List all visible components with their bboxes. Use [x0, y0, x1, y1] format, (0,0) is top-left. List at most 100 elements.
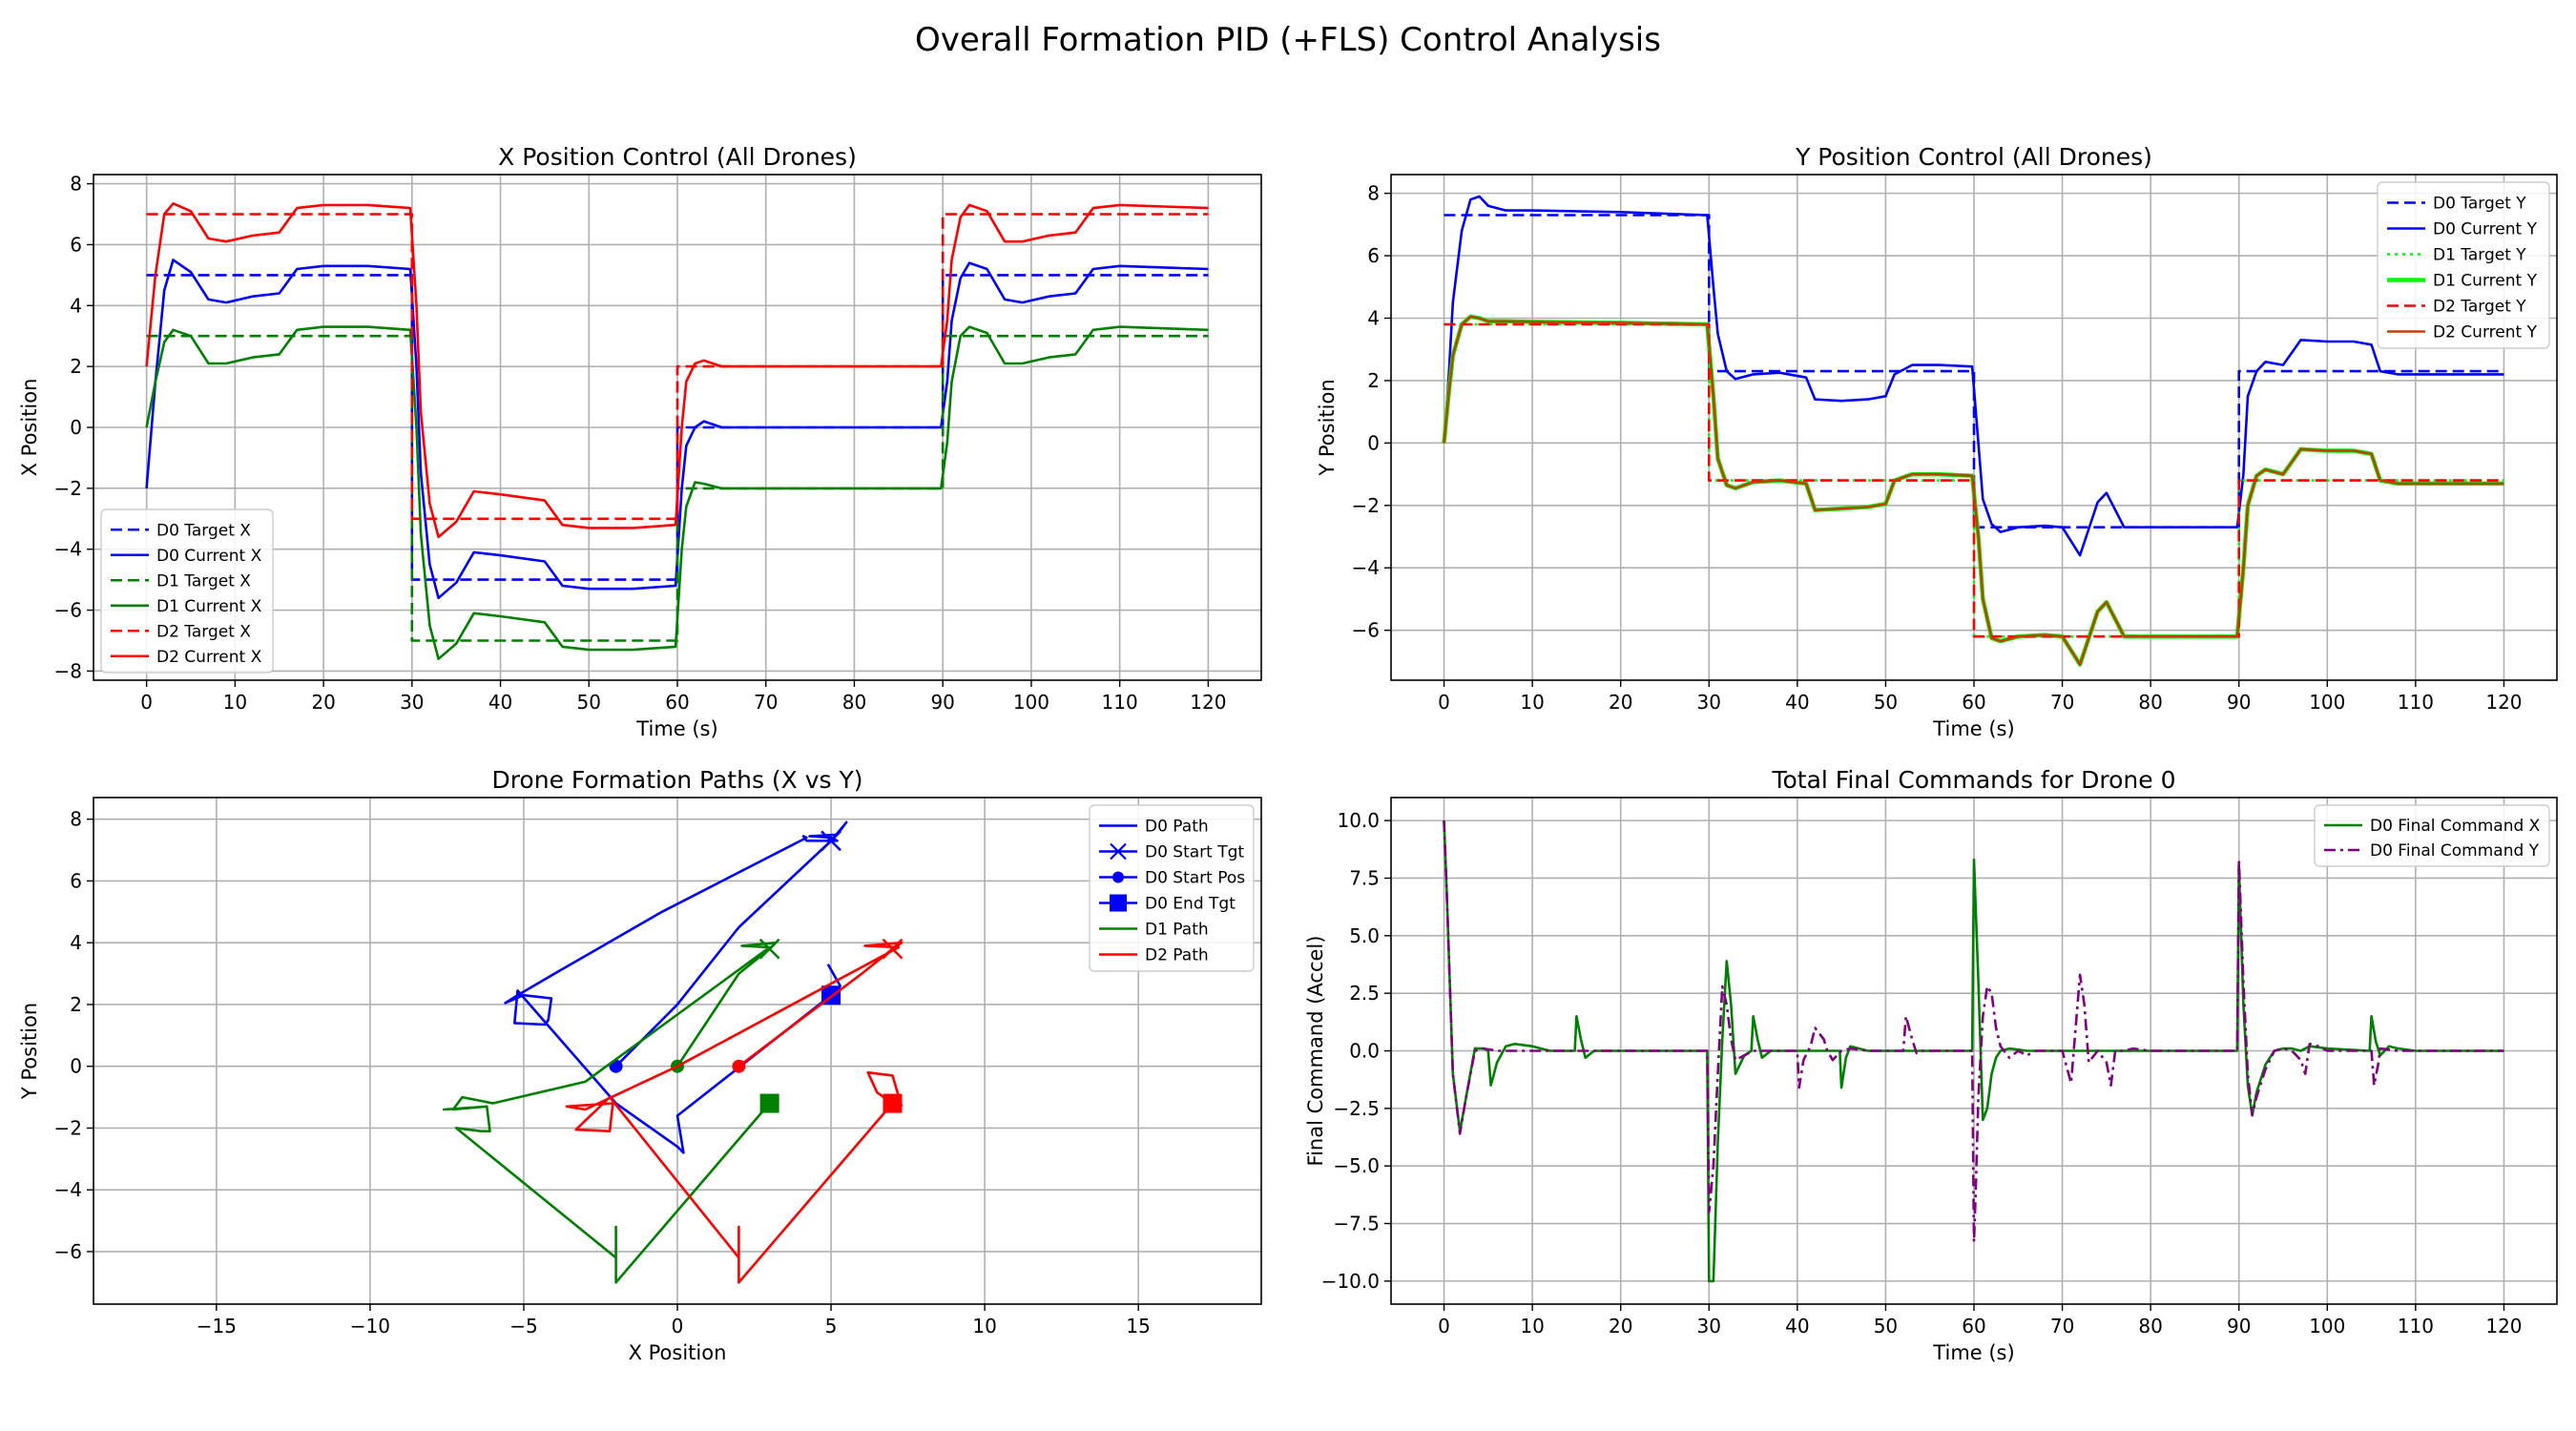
x-tick-label: 60: [1962, 1315, 1985, 1338]
x-tick-label: 30: [1697, 1315, 1721, 1338]
legend: D0 Final Command X D0 Final Command Y: [2314, 804, 2550, 867]
y-tick-label: 8: [1367, 182, 1380, 205]
legend-label: D2 Path: [1145, 946, 1209, 965]
legend-box: [2314, 804, 2550, 867]
chart-title: Total Final Commands for Drone 0: [1771, 766, 2175, 794]
legend-box: [100, 508, 274, 674]
legend-label: D1 Path: [1145, 921, 1209, 940]
x-tick-label: −15: [197, 1315, 237, 1338]
y-tick-label: 6: [70, 869, 82, 892]
chart-cmds: 0 10 20 30 40 50 60 70 80 90 100 110 120 −10.0 −7.5 −5.…: [1304, 766, 2558, 1364]
x-tick-label: 0: [140, 691, 153, 714]
x-tick-label: 120: [2485, 691, 2522, 714]
series-marker-square: [759, 1093, 779, 1113]
y-axis-label: Y Position: [1316, 379, 1339, 476]
y-tick-label: 0: [1367, 431, 1380, 454]
chart-title: Drone Formation Paths (X vs Y): [491, 766, 862, 794]
x-axis-label: Time (s): [635, 717, 717, 740]
x-tick-label: −5: [509, 1315, 537, 1338]
y-tick-label: −5.0: [1333, 1154, 1380, 1177]
legend-label: D1 Current Y: [2433, 272, 2538, 291]
chart-xpos: 0 10 20 30 40 50 60 70 80 90 100 110 120 −8 −6 −4 −2 0 2 4 6…: [18, 143, 1262, 740]
chart-paths: −15 −10 −5 0 5 10 15 −6 −4 −2 0 2 4 6 8 Drone Formation…: [18, 766, 1262, 1364]
x-tick-label: 70: [754, 691, 778, 714]
series-line: [1443, 195, 2504, 557]
y-tick-label: 6: [70, 233, 82, 256]
x-tick-label: 50: [577, 691, 601, 714]
y-tick-label: −8: [54, 659, 82, 682]
x-tick-label: 0: [1438, 691, 1450, 714]
legend-label: D2 Current Y: [2433, 323, 2538, 342]
legend-marker: [1110, 842, 1127, 861]
y-tick-label: 2: [70, 993, 82, 1016]
x-tick-label: 110: [2398, 691, 2434, 714]
x-tick-label: 90: [2227, 1315, 2251, 1338]
legend-marker: [1110, 894, 1127, 912]
x-tick-label: 10: [223, 691, 247, 714]
x-tick-label: 15: [1126, 1315, 1150, 1338]
legend-label: D0 Current Y: [2433, 220, 2538, 239]
series-line: [1443, 315, 2504, 666]
series-marker-circle: [732, 1059, 746, 1073]
x-tick-label: 80: [2138, 1315, 2162, 1338]
x-tick-label: 120: [1190, 691, 1226, 714]
data-layer: [145, 202, 1209, 660]
x-tick-label: 90: [2227, 691, 2251, 714]
legend-label: D0 Target Y: [2433, 195, 2526, 214]
x-tick-label: 20: [1609, 1315, 1632, 1338]
data-layer: [1442, 195, 2504, 667]
x-tick-label: 100: [1013, 691, 1049, 714]
x-tick-label: −10: [350, 1315, 390, 1338]
series-marker-x: [758, 938, 780, 960]
legend: D0 Target Y D0 Current Y D1 Target Y D1 Cur…: [2377, 181, 2550, 349]
legend-label: D0 Current X: [156, 547, 262, 566]
legend-label: D0 Final Command Y: [2370, 841, 2540, 861]
y-tick-label: −4: [1352, 556, 1380, 579]
x-axis-label: X Position: [629, 1341, 727, 1364]
gridlines: [93, 798, 1261, 1304]
y-tick-label: −4: [54, 538, 82, 561]
y-tick-label: 8: [70, 173, 82, 196]
x-tick-label: 30: [1697, 691, 1721, 714]
series-line: [1444, 322, 2504, 638]
x-tick-label: 100: [2309, 691, 2345, 714]
series-line: [145, 259, 1209, 600]
series-marker-square: [883, 1093, 903, 1113]
figure-title: Overall Formation PID (+FLS) Control Ana…: [915, 21, 1661, 59]
x-tick-label: 110: [1102, 691, 1138, 714]
y-tick-label: 4: [70, 294, 82, 317]
y-tick-label: 6: [1367, 244, 1380, 267]
y-tick-label: −6: [1352, 619, 1380, 642]
y-tick-label: −10.0: [1321, 1270, 1380, 1293]
chart-title: X Position Control (All Drones): [498, 143, 857, 171]
legend-label: D2 Target Y: [2433, 298, 2526, 317]
x-tick-label: 30: [400, 691, 424, 714]
legend-label: D0 End Tgt: [1145, 895, 1236, 914]
x-tick-label: 40: [1785, 1315, 1809, 1338]
y-tick-label: 8: [70, 808, 82, 831]
legend: D0 Path D0 Start Tgt D0 Start Pos D0 End Tg…: [1089, 804, 1255, 972]
y-tick-label: 0.0: [1349, 1040, 1380, 1063]
legend-label: D0 Path: [1145, 818, 1209, 837]
legend-label: D2 Current X: [156, 648, 262, 667]
x-tick-label: 80: [2138, 691, 2162, 714]
y-tick-label: −2: [1352, 494, 1380, 517]
y-tick-label: 7.5: [1349, 866, 1380, 889]
x-tick-label: 110: [2398, 1315, 2434, 1338]
y-tick-label: −6: [54, 599, 82, 622]
chart-ypos: 0 10 20 30 40 50 60 70 80 90 100 110 120 −6 −4 −2 0 2 4 6 8 Y…: [1316, 143, 2558, 740]
y-axis-label: Y Position: [18, 1003, 41, 1100]
y-tick-label: −2: [54, 1116, 82, 1139]
x-tick-label: 60: [665, 691, 689, 714]
legend-label: D1 Target X: [156, 571, 251, 591]
y-tick-label: 2.5: [1349, 982, 1380, 1005]
y-tick-label: 10.0: [1337, 809, 1380, 832]
legend-box: [2377, 181, 2550, 349]
x-tick-label: 5: [825, 1315, 838, 1338]
y-tick-label: −6: [54, 1240, 82, 1263]
x-axis-label: Time (s): [1932, 1341, 2014, 1364]
legend-label: D2 Target X: [156, 622, 251, 641]
x-tick-label: 50: [1874, 691, 1898, 714]
x-tick-label: 10: [1520, 1315, 1544, 1338]
